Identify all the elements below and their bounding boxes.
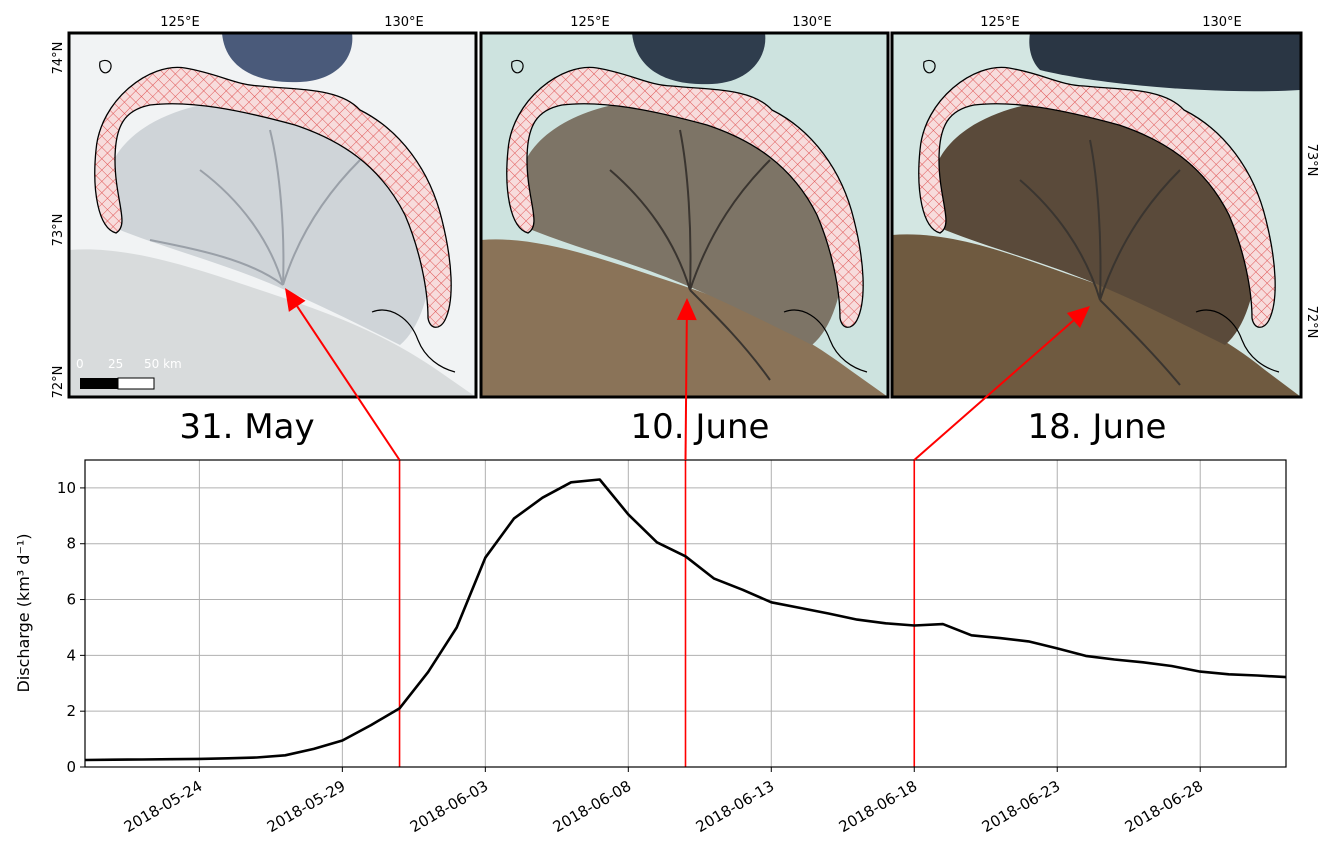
x-tick-label: 2018-06-23 bbox=[979, 777, 1064, 836]
x-axis-ticks: 2018-05-24 2018-05-29 2018-06-03 2018-06-08… bbox=[121, 767, 1206, 836]
map-frame-3 bbox=[890, 31, 1303, 399]
connector-arrow-line bbox=[913, 319, 1075, 461]
latitude-label-73n: 73°N bbox=[51, 214, 66, 247]
latitude-label-73n-right: 73°N bbox=[1304, 144, 1319, 177]
connector-arrow-line bbox=[684, 319, 688, 461]
scale-label-0: 0 bbox=[76, 357, 84, 371]
longitude-label-125e: 125°E bbox=[570, 15, 610, 30]
southeast-coast bbox=[371, 309, 456, 373]
delta-area bbox=[106, 97, 432, 345]
x-tick-label: 2018-05-24 bbox=[121, 777, 206, 836]
y-tick-label: 2 bbox=[66, 702, 76, 720]
south-terrain bbox=[892, 234, 1301, 397]
x-tick-label: 2018-06-13 bbox=[693, 777, 778, 836]
scale-label-25: 25 bbox=[108, 357, 123, 371]
connector-arrow-head bbox=[1066, 306, 1090, 329]
panel-caption-2: 10. June bbox=[631, 407, 770, 447]
map-frame-1 bbox=[67, 31, 478, 399]
southeast-coast bbox=[1195, 309, 1280, 373]
y-axis-label: Discharge (km³ d⁻¹) bbox=[14, 533, 33, 692]
x-tick-label: 2018-06-18 bbox=[836, 777, 921, 836]
latitude-label-72n-right: 72°N bbox=[1304, 306, 1319, 339]
discharge-line bbox=[85, 478, 1286, 762]
panel-caption-1: 31. May bbox=[179, 407, 314, 447]
longitude-label-125e: 125°E bbox=[980, 15, 1020, 30]
open-water-patch bbox=[632, 33, 766, 85]
scale-bar-black bbox=[80, 378, 118, 389]
longitude-label-125e: 125°E bbox=[160, 15, 200, 30]
discharge-chart: 2018-05-24 2018-05-29 2018-06-03 2018-06-08… bbox=[14, 459, 1287, 836]
delta-area bbox=[518, 97, 844, 345]
y-tick-label: 4 bbox=[66, 646, 76, 664]
coastal-hatched-zone bbox=[506, 66, 864, 328]
coastal-hatched-zone bbox=[94, 66, 452, 328]
map-panel-2 bbox=[481, 33, 888, 397]
x-tick-label: 2018-06-03 bbox=[407, 777, 492, 836]
connector-arrow-head bbox=[676, 298, 697, 321]
connector-arrow-head bbox=[285, 288, 306, 312]
southeast-coast bbox=[783, 309, 868, 373]
x-tick-label: 2018-06-08 bbox=[550, 777, 635, 836]
delta-channels bbox=[149, 129, 361, 286]
open-water-patch bbox=[1029, 33, 1300, 92]
coastal-hatched-zone bbox=[918, 66, 1276, 328]
map-panel-1 bbox=[69, 33, 476, 397]
panel-caption-3: 18. June bbox=[1028, 407, 1167, 447]
northwest-islet bbox=[99, 59, 112, 74]
longitude-label-130e: 130°E bbox=[1202, 15, 1242, 30]
delta-channels bbox=[1019, 139, 1181, 386]
longitude-label-130e: 130°E bbox=[384, 15, 424, 30]
y-tick-label: 10 bbox=[57, 479, 76, 497]
scale-label-50km: 50 km bbox=[144, 357, 182, 371]
open-water-patch bbox=[222, 33, 353, 83]
south-terrain bbox=[69, 249, 476, 397]
delta-channels bbox=[609, 129, 771, 381]
x-tick-label: 2018-05-29 bbox=[264, 777, 349, 836]
longitude-label-130e: 130°E bbox=[792, 15, 832, 30]
map-panel-3 bbox=[892, 33, 1301, 397]
latitude-label-72n: 72°N bbox=[51, 366, 66, 399]
x-tick-label: 2018-06-28 bbox=[1122, 777, 1207, 836]
connector-arrows bbox=[285, 288, 1090, 461]
series-lines bbox=[85, 478, 1286, 762]
y-tick-label: 6 bbox=[66, 591, 76, 609]
northwest-islet bbox=[923, 59, 936, 74]
map-frame-2 bbox=[479, 31, 890, 399]
y-tick-label: 0 bbox=[66, 758, 76, 776]
latitude-label-74n: 74°N bbox=[51, 42, 66, 75]
scale-bar-white bbox=[117, 377, 155, 390]
y-tick-label: 8 bbox=[66, 535, 76, 553]
northwest-islet bbox=[511, 59, 524, 74]
date-markers bbox=[398, 460, 916, 767]
y-axis-ticks: 0 2 4 6 8 10 bbox=[57, 479, 85, 776]
delta-area bbox=[931, 97, 1257, 345]
connector-arrow-line bbox=[296, 305, 401, 461]
